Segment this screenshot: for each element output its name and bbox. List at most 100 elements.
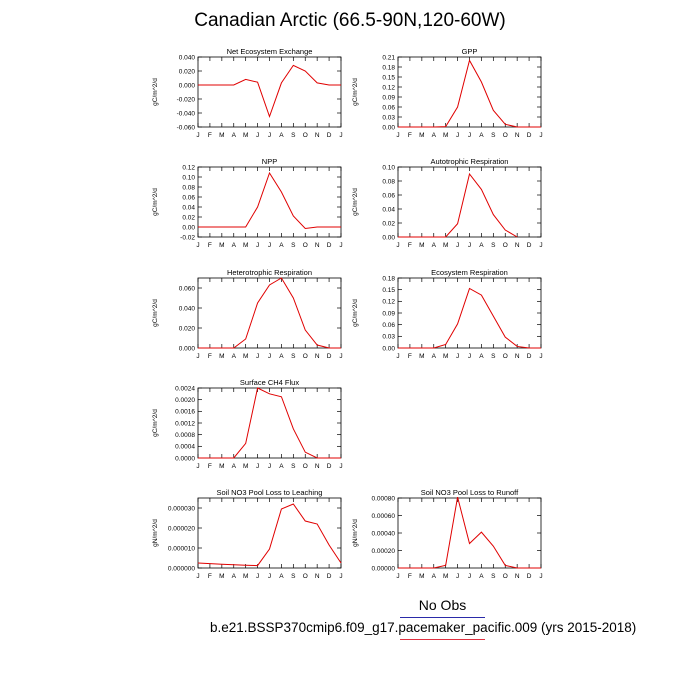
case-line xyxy=(400,639,485,640)
chart-5: Ecosystem Respiration gC/m^2/d 0.18 0.15 0.1… xyxy=(352,268,543,360)
x-tick-label: M xyxy=(243,242,248,249)
x-tick-label: J xyxy=(196,573,199,580)
x-tick-label: J xyxy=(339,353,342,360)
y-tick-label: 0.000020 xyxy=(168,525,195,532)
x-tick-label: F xyxy=(208,132,212,139)
x-tick-label: D xyxy=(527,573,532,580)
y-tick-label: 0.04 xyxy=(182,204,195,211)
x-tick-label: M xyxy=(219,573,224,580)
footer: b.e21.BSSP370cmip6.f09_g17.pacemaker_pac… xyxy=(210,620,690,640)
x-tick-label: A xyxy=(232,573,237,580)
x-tick-label: M xyxy=(419,353,424,360)
x-tick-label: J xyxy=(339,132,342,139)
x-tick-label: A xyxy=(279,132,284,139)
chart-title: Autotrophic Respiration xyxy=(431,157,509,166)
y-tick-label: 0.000010 xyxy=(168,545,195,552)
x-tick-label: J xyxy=(468,353,471,360)
x-tick-label: M xyxy=(443,353,448,360)
x-tick-label: O xyxy=(303,353,308,360)
x-tick-label: A xyxy=(232,463,237,470)
x-tick-label: J xyxy=(468,242,471,249)
series-line xyxy=(198,387,341,459)
y-tick-label: 0.00 xyxy=(382,124,395,131)
x-tick-label: O xyxy=(503,353,508,360)
y-axis-label: gC/m^2/d xyxy=(152,299,159,327)
x-tick-label: S xyxy=(291,573,296,580)
chart-plot-group: Autotrophic Respiration gC/m^2/d 0.10 0.08 0… xyxy=(352,157,543,249)
x-tick-label: J xyxy=(256,463,259,470)
series-line xyxy=(398,496,541,569)
x-tick-label: N xyxy=(315,132,320,139)
x-tick-label: D xyxy=(327,132,332,139)
x-tick-label: D xyxy=(527,132,532,139)
x-tick-label: A xyxy=(479,573,484,580)
y-tick-label: 0.00040 xyxy=(372,530,396,537)
y-tick-label: 0.15 xyxy=(382,74,395,81)
x-tick-label: A xyxy=(279,353,284,360)
series-line xyxy=(398,287,541,349)
x-tick-label: F xyxy=(408,573,412,580)
x-tick-label: J xyxy=(539,353,542,360)
x-tick-label: D xyxy=(327,242,332,249)
x-tick-label: J xyxy=(196,242,199,249)
y-tick-label: 0.03 xyxy=(382,334,395,341)
chart-0: Net Ecosystem Exchange gC/m^2/d 0.040 0.020… xyxy=(152,47,343,139)
x-tick-label: J xyxy=(539,573,542,580)
x-tick-label: J xyxy=(456,132,459,139)
series-line xyxy=(398,172,518,238)
page-title: Canadian Arctic (66.5-90N,120-60W) xyxy=(194,10,506,31)
x-tick-label: J xyxy=(456,573,459,580)
x-tick-label: J xyxy=(456,353,459,360)
chart-plot-group: Net Ecosystem Exchange gC/m^2/d 0.040 0.020… xyxy=(152,47,343,139)
x-tick-label: O xyxy=(303,463,308,470)
y-tick-label: 0.15 xyxy=(382,287,395,294)
x-tick-label: F xyxy=(208,463,212,470)
x-tick-label: N xyxy=(515,132,520,139)
y-tick-label: 0.00000 xyxy=(372,565,396,572)
x-tick-label: M xyxy=(443,132,448,139)
y-tick-label: 0.18 xyxy=(382,64,395,71)
x-tick-label: F xyxy=(408,242,412,249)
y-axis-label: gC/m^2/d xyxy=(352,188,359,216)
chart-2: NPP gC/m^2/d 0.12 0.10 0.08 0.06 0.04 0.02 0.00 -… xyxy=(152,157,343,249)
x-tick-label: S xyxy=(291,242,296,249)
x-tick-label: N xyxy=(515,573,520,580)
x-tick-label: M xyxy=(219,132,224,139)
y-tick-label: 0.0024 xyxy=(175,385,195,392)
x-tick-label: F xyxy=(408,353,412,360)
chart-title: Soil NO3 Pool Loss to Runoff xyxy=(421,488,519,497)
x-tick-label: O xyxy=(503,242,508,249)
y-tick-label: 0.12 xyxy=(382,299,395,306)
y-axis-label: gN/m^2/d xyxy=(152,519,159,547)
x-tick-label: J xyxy=(396,353,399,360)
y-tick-label: 0.09 xyxy=(382,310,395,317)
plot-frame xyxy=(197,277,342,349)
x-tick-label: J xyxy=(256,242,259,249)
x-tick-label: A xyxy=(479,353,484,360)
x-tick-label: M xyxy=(243,353,248,360)
x-tick-label: O xyxy=(503,132,508,139)
x-tick-label: S xyxy=(291,132,296,139)
y-tick-label: 0.040 xyxy=(179,305,196,312)
x-tick-label: J xyxy=(339,463,342,470)
y-tick-label: 0.020 xyxy=(179,68,196,75)
chart-plot-group: Surface CH4 Flux gC/m^2/d 0.0024 0.0020 0.00… xyxy=(152,378,343,470)
x-tick-label: D xyxy=(327,463,332,470)
x-tick-label: M xyxy=(243,132,248,139)
y-tick-label: 0.000 xyxy=(179,82,196,89)
x-tick-label: M xyxy=(243,463,248,470)
x-tick-label: J xyxy=(268,463,271,470)
x-tick-label: A xyxy=(479,242,484,249)
x-tick-label: J xyxy=(539,242,542,249)
x-tick-label: N xyxy=(315,353,320,360)
chart-title: GPP xyxy=(462,47,478,56)
x-tick-label: O xyxy=(303,573,308,580)
x-tick-label: J xyxy=(396,132,399,139)
chart-plot-group: Ecosystem Respiration gC/m^2/d 0.18 0.15 0.1… xyxy=(352,268,543,360)
chart-plot-group: Soil NO3 Pool Loss to Leaching gN/m^2/d 0.… xyxy=(152,488,343,580)
y-tick-label: 0.00 xyxy=(182,224,195,231)
chart-title: Net Ecosystem Exchange xyxy=(227,47,313,56)
x-tick-label: A xyxy=(479,132,484,139)
x-tick-label: M xyxy=(443,242,448,249)
